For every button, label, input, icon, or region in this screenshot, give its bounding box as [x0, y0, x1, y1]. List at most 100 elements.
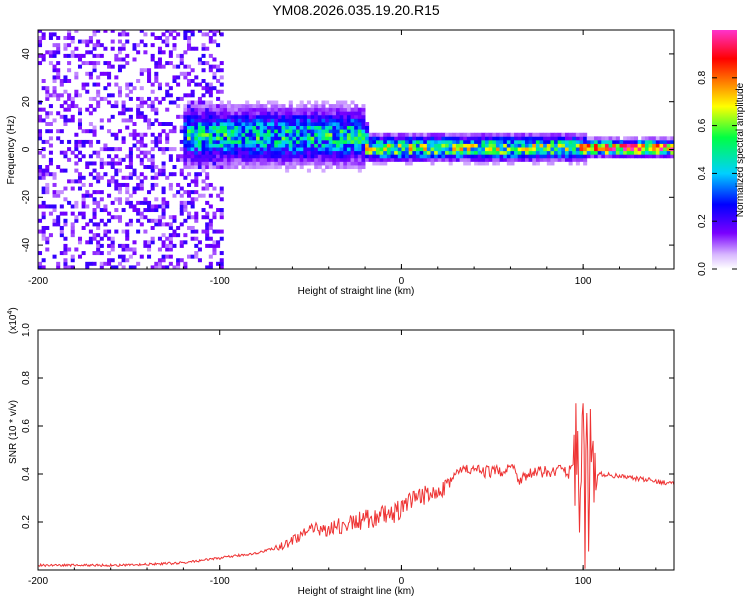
spectrogram-cell — [41, 258, 46, 263]
spectrogram-cell — [92, 68, 97, 73]
spectrogram-cell — [201, 104, 206, 109]
spectrogram-cell — [168, 32, 173, 37]
spectrogram-cell — [474, 161, 479, 166]
spectrogram-cell — [230, 154, 235, 159]
spectrogram-cell — [401, 143, 406, 148]
spectrogram-cell — [314, 111, 319, 116]
spectrogram-cell — [38, 61, 43, 66]
spectrogram-cell — [506, 147, 511, 152]
spectrogram-cell — [205, 32, 210, 37]
spectrogram-cell — [394, 132, 399, 137]
spectrogram-cell — [448, 157, 453, 162]
spectrogram-cell — [517, 154, 522, 159]
spectrogram-cell — [303, 147, 308, 152]
spectrogram-cell — [139, 136, 144, 141]
spectrogram-cell — [41, 233, 46, 238]
spectrogram-cell — [201, 157, 206, 162]
spectrogram-cell — [521, 143, 526, 148]
spectrogram-cell — [357, 114, 362, 119]
spectrogram-cell — [604, 147, 609, 152]
spectrogram-cell — [597, 139, 602, 144]
spectrogram-cell — [514, 157, 519, 162]
spectrogram-cell — [176, 75, 181, 80]
spectrogram-cell — [343, 104, 348, 109]
spectrogram-cell — [332, 132, 337, 137]
colorbar-tick-label: 0.6 — [697, 118, 708, 132]
spectrogram-cell — [172, 43, 177, 48]
spectrogram-cell — [172, 172, 177, 177]
spectrogram-cell — [197, 57, 202, 62]
spectrogram-cell — [63, 89, 68, 94]
spectrogram-cell — [256, 143, 261, 148]
spectrogram-cell — [59, 139, 64, 144]
spectrogram-cell — [161, 233, 166, 238]
spectrogram-cell — [168, 182, 173, 187]
spectrogram-cell — [125, 200, 130, 205]
spectrogram-cell — [623, 143, 628, 148]
spectrogram-cell — [197, 100, 202, 105]
spectrogram-cell — [477, 154, 482, 159]
spectrogram-cell — [270, 107, 275, 112]
spectrogram-cell — [317, 129, 322, 134]
spectrogram-cell — [48, 129, 53, 134]
spectrogram-cell — [470, 132, 475, 137]
spectrogram-cell — [107, 154, 112, 159]
spectrogram-cell — [216, 129, 221, 134]
spectrogram-cell — [325, 157, 330, 162]
spectrogram-cell — [615, 139, 620, 144]
spectrogram-cell — [212, 111, 217, 116]
spectrogram-cell — [408, 147, 413, 152]
spectrogram-cell — [187, 100, 192, 105]
spectrogram-cell — [190, 150, 195, 155]
spectrogram-cell — [590, 147, 595, 152]
spectrogram-cell — [187, 122, 192, 126]
spectrogram-cell — [99, 147, 104, 152]
spectrogram-cell — [121, 139, 126, 144]
spectrogram-cell — [281, 147, 286, 152]
spectrogram-cell — [70, 258, 75, 263]
spectrogram-cell — [67, 68, 72, 73]
spectrogram-cell — [216, 104, 221, 109]
spectrogram-cell — [561, 147, 566, 152]
spectrogram-cell — [92, 233, 97, 238]
spectrogram-cell — [216, 143, 221, 148]
spectrogram-cell — [543, 154, 548, 159]
spectrogram-cell — [648, 147, 653, 152]
spectrogram-cell — [285, 111, 290, 116]
spectrogram-cell — [256, 100, 261, 105]
spectrogram-cell — [223, 122, 228, 126]
spectrogram-cell — [190, 236, 195, 241]
spectrogram-cell — [205, 236, 210, 241]
spectrogram-cell — [187, 111, 192, 116]
spectrogram-cell — [237, 129, 242, 134]
spectrogram-cell — [99, 118, 104, 123]
spectrogram-cell — [103, 204, 108, 209]
spectrogram-cell — [655, 147, 660, 152]
x-tick-label: 100 — [575, 276, 592, 287]
spectrogram-cell — [85, 43, 90, 48]
spectrogram-cell — [183, 147, 188, 152]
spectrogram-cell — [88, 61, 93, 66]
spectrogram-cell — [397, 157, 402, 162]
spectrogram-cell — [583, 150, 588, 155]
spectrogram-cell — [117, 111, 122, 116]
spectrogram-cell — [259, 143, 264, 148]
spectrogram-cell — [187, 182, 192, 187]
spectrogram-cell — [179, 186, 184, 191]
spectrogram-cell — [85, 39, 90, 44]
spectrogram-cell — [586, 139, 591, 144]
spectrogram-cell — [332, 161, 337, 166]
spectrogram-cell — [237, 114, 242, 119]
spectrogram-cell — [270, 104, 275, 109]
spectrogram-cell — [343, 111, 348, 116]
spectrogram-cell — [332, 136, 337, 141]
spectrogram-cell — [205, 172, 210, 177]
spectrogram-cell — [183, 261, 188, 266]
spectrogram-cell — [38, 265, 43, 269]
spectrogram-cell — [208, 82, 213, 87]
spectrogram-cell — [477, 139, 482, 144]
spectrogram-cell — [303, 104, 308, 109]
spectrogram-cell — [56, 193, 61, 198]
spectrogram-cell — [63, 236, 68, 241]
spectrogram-cell — [114, 168, 119, 173]
